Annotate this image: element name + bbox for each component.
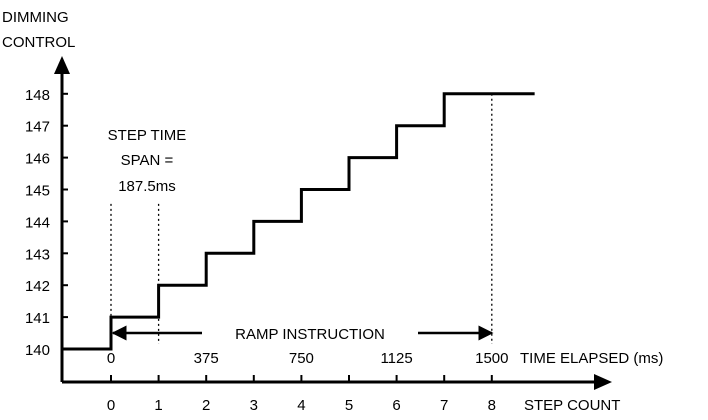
x-tick-label-2: 2	[202, 397, 210, 414]
y-tick-label-142: 142	[25, 278, 50, 295]
time-tick-label-1125: 1125	[380, 350, 412, 367]
x-axis-title: STEP COUNT	[524, 397, 620, 414]
y-tick-label-145: 145	[25, 183, 50, 200]
y-tick-label-148: 148	[25, 87, 50, 104]
time-axis-title: TIME ELAPSED (ms)	[520, 350, 663, 367]
x-tick-label-7: 7	[440, 397, 448, 414]
x-tick-label-3: 3	[250, 397, 258, 414]
step-time-label-line-3: 187.5ms	[118, 178, 176, 195]
y-tick-label-140: 140	[25, 342, 50, 359]
y-tick-label-147: 147	[25, 119, 50, 136]
time-tick-label-375: 375	[194, 350, 219, 367]
step-time-label-line-1: STEP TIME	[108, 127, 187, 144]
y-tick-label-146: 146	[25, 151, 50, 168]
time-tick-label-1500: 1500	[475, 350, 508, 367]
x-tick-label-5: 5	[345, 397, 353, 414]
y-axis-title-line-1: DIMMING	[2, 9, 69, 26]
time-tick-label-0: 0	[107, 350, 115, 367]
x-tick-label-6: 6	[392, 397, 400, 414]
y-tick-label-141: 141	[25, 310, 50, 327]
x-tick-label-8: 8	[488, 397, 496, 414]
x-tick-label-1: 1	[154, 397, 162, 414]
y-axis-arrow-head	[54, 56, 70, 74]
step-time-label-line-2: SPAN =	[121, 152, 174, 169]
x-tick-label-4: 4	[297, 397, 305, 414]
step-series-line	[62, 92, 535, 351]
time-tick-label-750: 750	[289, 350, 314, 367]
x-tick-label-0: 0	[107, 397, 115, 414]
y-tick-label-144: 144	[25, 214, 50, 231]
x-axis-arrow-head	[594, 374, 612, 390]
y-tick-label-143: 143	[25, 246, 50, 263]
y-axis-title-line-2: CONTROL	[2, 34, 75, 51]
ramp-instruction-label: RAMP INSTRUCTION	[235, 326, 385, 343]
